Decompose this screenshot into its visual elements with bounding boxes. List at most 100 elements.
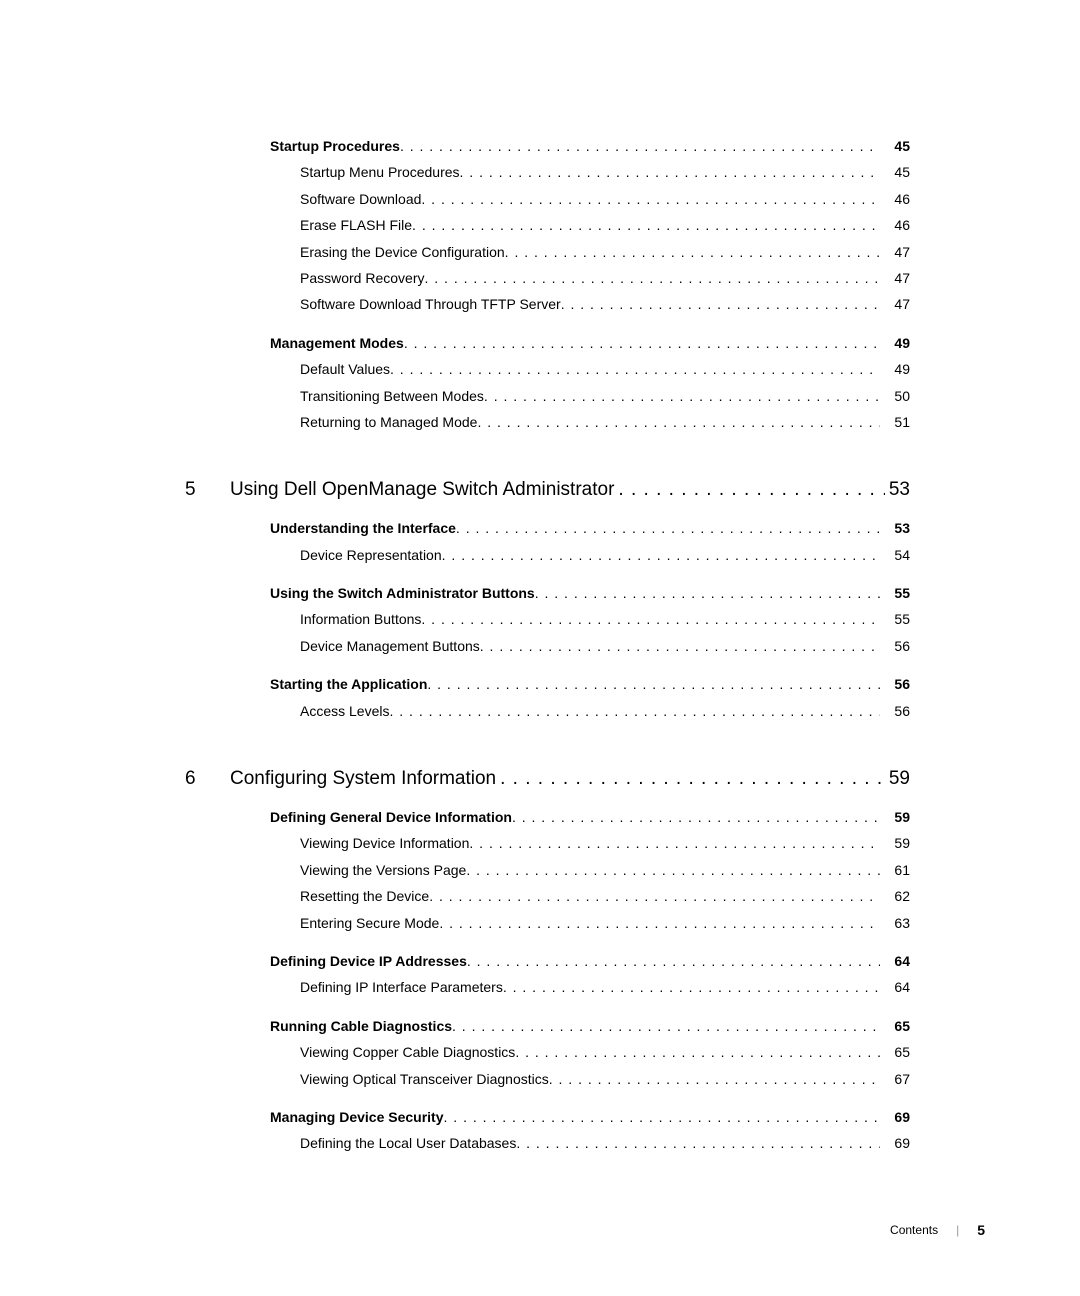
toc-label: Device Management Buttons — [300, 635, 480, 657]
toc-page: 46 — [880, 214, 910, 236]
toc-label: Entering Secure Mode — [300, 912, 439, 934]
toc-leader-dots — [500, 768, 885, 790]
toc-label: Default Values — [300, 358, 390, 380]
toc-item: Password Recovery 47 — [230, 267, 910, 289]
toc-heading: Managing Device Security 69 — [230, 1106, 910, 1128]
toc-content: Startup Procedures 45Startup Menu Proced… — [230, 135, 910, 1159]
toc-leader-dots — [503, 976, 881, 998]
toc-leader-dots — [505, 241, 881, 263]
toc-leader-dots — [439, 912, 880, 934]
toc-leader-dots — [535, 582, 881, 604]
toc-item: Access Levels 56 — [230, 700, 910, 722]
toc-leader-dots — [404, 332, 881, 354]
toc-label: Defining the Local User Databases — [300, 1132, 516, 1154]
toc-label: Software Download Through TFTP Server — [300, 293, 561, 315]
toc-item: Software Download Through TFTP Server 47 — [230, 293, 910, 315]
toc-leader-dots — [561, 293, 881, 315]
toc-item: Default Values 49 — [230, 358, 910, 380]
toc-page: 64 — [880, 950, 910, 972]
toc-item: Transitioning Between Modes 50 — [230, 385, 910, 407]
toc-item: Defining the Local User Databases 69 — [230, 1132, 910, 1154]
toc-label: Using the Switch Administrator Buttons — [270, 582, 535, 604]
toc-label: Access Levels — [300, 700, 389, 722]
toc-heading: Using the Switch Administrator Buttons 5… — [230, 582, 910, 604]
toc-page: 61 — [880, 859, 910, 881]
toc-leader-dots — [618, 479, 884, 501]
toc-page: 45 — [880, 135, 910, 157]
footer-divider: | — [956, 1223, 959, 1237]
toc-page: 53 — [880, 517, 910, 539]
toc-page: 49 — [880, 332, 910, 354]
toc-leader-dots — [452, 1015, 880, 1037]
toc-leader-dots — [477, 411, 880, 433]
chapter-title: Using Dell OpenManage Switch Administrat… — [230, 479, 614, 501]
toc-leader-dots — [412, 214, 880, 236]
toc-page: 62 — [880, 885, 910, 907]
toc-page: 56 — [880, 700, 910, 722]
toc-page: 47 — [880, 293, 910, 315]
toc-heading: Understanding the Interface 53 — [230, 517, 910, 539]
toc-label: Running Cable Diagnostics — [270, 1015, 452, 1037]
toc-leader-dots — [480, 635, 881, 657]
toc-page: 45 — [880, 161, 910, 183]
toc-item: Device Representation 54 — [230, 544, 910, 566]
toc-page: 65 — [880, 1041, 910, 1063]
page-footer: Contents | 5 — [890, 1222, 985, 1238]
toc-label: Viewing Device Information — [300, 832, 469, 854]
toc-label: Managing Device Security — [270, 1106, 444, 1128]
toc-label: Password Recovery — [300, 267, 425, 289]
toc-label: Defining IP Interface Parameters — [300, 976, 503, 998]
toc-item: Erase FLASH File 46 — [230, 214, 910, 236]
toc-page: 55 — [880, 608, 910, 630]
toc-page: 56 — [880, 673, 910, 695]
toc-label: Viewing the Versions Page — [300, 859, 466, 881]
toc-page: 65 — [880, 1015, 910, 1037]
toc-label: Erasing the Device Configuration — [300, 241, 505, 263]
toc-leader-dots — [442, 544, 881, 566]
toc-leader-dots — [444, 1106, 881, 1128]
toc-page: 55 — [880, 582, 910, 604]
toc-leader-dots — [549, 1068, 881, 1090]
toc-item: Defining IP Interface Parameters 64 — [230, 976, 910, 998]
chapter-page: 59 — [889, 768, 910, 790]
toc-label: Transitioning Between Modes — [300, 385, 484, 407]
toc-item: Viewing Copper Cable Diagnostics 65 — [230, 1041, 910, 1063]
toc-page: 59 — [880, 832, 910, 854]
toc-heading: Defining General Device Information 59 — [230, 806, 910, 828]
toc-page: 64 — [880, 976, 910, 998]
toc-item: Viewing the Versions Page 61 — [230, 859, 910, 881]
toc-page: 49 — [880, 358, 910, 380]
toc-leader-dots — [456, 517, 881, 539]
toc-leader-dots — [389, 700, 880, 722]
toc-item: Software Download 46 — [230, 188, 910, 210]
toc-page: 54 — [880, 544, 910, 566]
toc-heading: Running Cable Diagnostics 65 — [230, 1015, 910, 1037]
toc-leader-dots — [427, 673, 880, 695]
toc-page: 63 — [880, 912, 910, 934]
toc-label: Defining Device IP Addresses — [270, 950, 467, 972]
toc-label: Returning to Managed Mode — [300, 411, 477, 433]
toc-item: Information Buttons 55 — [230, 608, 910, 630]
toc-heading: Defining Device IP Addresses 64 — [230, 950, 910, 972]
toc-label: Device Representation — [300, 544, 442, 566]
toc-item: Viewing Device Information 59 — [230, 832, 910, 854]
toc-item: Entering Secure Mode 63 — [230, 912, 910, 934]
toc-leader-dots — [467, 950, 881, 972]
toc-page: 56 — [880, 635, 910, 657]
chapter-page: 53 — [889, 479, 910, 501]
toc-leader-dots — [429, 885, 880, 907]
toc-leader-dots — [390, 358, 880, 380]
toc-item: Resetting the Device 62 — [230, 885, 910, 907]
toc-label: Management Modes — [270, 332, 404, 354]
toc-label: Viewing Optical Transceiver Diagnostics — [300, 1068, 549, 1090]
toc-heading: Management Modes 49 — [230, 332, 910, 354]
toc-leader-dots — [512, 806, 880, 828]
toc-leader-dots — [484, 385, 881, 407]
toc-leader-dots — [425, 267, 881, 289]
chapter-number: 6 — [185, 768, 196, 790]
toc-leader-dots — [469, 832, 880, 854]
footer-page-number: 5 — [977, 1222, 985, 1238]
toc-leader-dots — [516, 1132, 880, 1154]
chapter-row: 6Configuring System Information 59 — [230, 768, 910, 790]
toc-label: Startup Menu Procedures — [300, 161, 460, 183]
